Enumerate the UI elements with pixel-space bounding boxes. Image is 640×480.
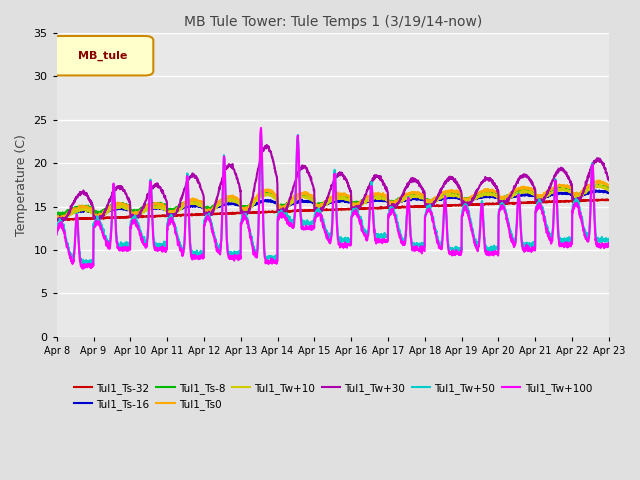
- Tul1_Ts-32: [493, 201, 501, 207]
- Tul1_Ts-32: [207, 211, 215, 217]
- Tul1_Ts-8: [57, 212, 65, 218]
- Tul1_Ts-8: [53, 210, 61, 216]
- Tul1_Tw+10: [53, 216, 61, 222]
- Tul1_Ts-16: [605, 190, 612, 196]
- Tul1_Tw+100: [257, 125, 265, 131]
- Tul1_Tw+30: [605, 178, 612, 183]
- Tul1_Tw+30: [557, 167, 564, 173]
- Tul1_Ts-16: [572, 194, 579, 200]
- Line: Tul1_Tw+50: Tul1_Tw+50: [57, 133, 609, 264]
- Title: MB Tule Tower: Tule Temps 1 (3/19/14-now): MB Tule Tower: Tule Temps 1 (3/19/14-now…: [184, 15, 482, 29]
- Tul1_Ts-16: [592, 188, 600, 193]
- Tul1_Tw+30: [263, 142, 271, 148]
- Y-axis label: Temperature (C): Temperature (C): [15, 134, 28, 236]
- Tul1_Tw+50: [207, 220, 215, 226]
- Tul1_Tw+50: [557, 238, 564, 243]
- Tul1_Tw+100: [557, 240, 564, 246]
- Tul1_Ts0: [349, 202, 356, 208]
- Tul1_Tw+10: [361, 200, 369, 205]
- FancyBboxPatch shape: [51, 36, 154, 75]
- Tul1_Ts-16: [53, 213, 61, 218]
- Tul1_Ts0: [361, 196, 369, 202]
- Tul1_Tw+50: [605, 236, 612, 242]
- Tul1_Tw+30: [361, 192, 369, 198]
- Tul1_Tw+100: [572, 204, 580, 209]
- Legend: Tul1_Ts-32, Tul1_Ts-16, Tul1_Ts-8, Tul1_Ts0, Tul1_Tw+10, Tul1_Tw+30, Tul1_Tw+50,: Tul1_Ts-32, Tul1_Ts-16, Tul1_Ts-8, Tul1_…: [69, 379, 596, 414]
- Tul1_Tw+50: [53, 230, 61, 236]
- Tul1_Tw+50: [572, 197, 580, 203]
- Tul1_Tw+100: [361, 233, 369, 239]
- Line: Tul1_Tw+30: Tul1_Tw+30: [57, 145, 609, 221]
- Tul1_Ts-16: [556, 191, 564, 196]
- Tul1_Ts0: [556, 183, 564, 189]
- Tul1_Tw+100: [493, 251, 501, 256]
- Tul1_Tw+10: [207, 211, 215, 216]
- Tul1_Tw+10: [556, 187, 564, 192]
- Tul1_Tw+30: [59, 218, 67, 224]
- Tul1_Ts-16: [58, 213, 66, 219]
- Tul1_Tw+10: [605, 188, 612, 193]
- Tul1_Ts-8: [595, 182, 602, 188]
- Tul1_Tw+30: [207, 212, 215, 217]
- Tul1_Ts-16: [349, 202, 356, 207]
- Tul1_Tw+10: [53, 217, 61, 223]
- Line: Tul1_Tw+10: Tul1_Tw+10: [57, 184, 609, 220]
- Tul1_Ts-32: [598, 196, 605, 202]
- Tul1_Ts-16: [361, 200, 369, 205]
- Line: Tul1_Ts0: Tul1_Ts0: [57, 180, 609, 218]
- Tul1_Ts0: [596, 178, 604, 183]
- Tul1_Ts-16: [493, 194, 501, 200]
- Tul1_Ts-8: [572, 192, 579, 198]
- Tul1_Ts-8: [361, 197, 369, 203]
- Tul1_Tw+10: [572, 195, 579, 201]
- Tul1_Tw+30: [53, 218, 61, 224]
- Tul1_Ts0: [493, 190, 501, 195]
- Line: Tul1_Ts-16: Tul1_Ts-16: [57, 191, 609, 216]
- Line: Tul1_Ts-32: Tul1_Ts-32: [57, 199, 609, 220]
- Tul1_Tw+100: [207, 222, 215, 228]
- Tul1_Tw+100: [53, 231, 61, 237]
- Tul1_Tw+50: [257, 131, 264, 136]
- Tul1_Ts0: [572, 191, 579, 196]
- Tul1_Tw+100: [79, 266, 86, 272]
- Tul1_Tw+10: [596, 181, 604, 187]
- Tul1_Tw+50: [90, 261, 97, 267]
- Tul1_Ts-32: [556, 199, 564, 204]
- Tul1_Ts-8: [556, 186, 564, 192]
- Tul1_Ts0: [53, 215, 61, 220]
- Tul1_Tw+30: [349, 207, 357, 213]
- Tul1_Tw+50: [361, 229, 369, 235]
- Tul1_Ts-32: [572, 198, 579, 204]
- Line: Tul1_Tw+100: Tul1_Tw+100: [57, 128, 609, 269]
- Tul1_Tw+30: [493, 189, 501, 195]
- Tul1_Ts-32: [605, 197, 612, 203]
- Tul1_Ts0: [207, 207, 215, 213]
- Tul1_Tw+10: [349, 204, 356, 210]
- Line: Tul1_Ts-8: Tul1_Ts-8: [57, 185, 609, 215]
- Tul1_Tw+50: [349, 206, 357, 212]
- Tul1_Ts-8: [349, 200, 356, 206]
- Tul1_Tw+100: [605, 240, 612, 246]
- Tul1_Ts0: [605, 183, 612, 189]
- Tul1_Ts-32: [58, 217, 66, 223]
- Tul1_Tw+100: [349, 213, 357, 218]
- Tul1_Ts-16: [207, 206, 215, 212]
- Tul1_Ts-8: [605, 185, 612, 191]
- Text: MB_tule: MB_tule: [78, 50, 127, 61]
- Tul1_Tw+30: [572, 198, 580, 204]
- Tul1_Ts-32: [361, 206, 369, 212]
- Tul1_Ts-8: [493, 192, 501, 197]
- Tul1_Ts-32: [53, 216, 61, 222]
- Tul1_Ts-8: [207, 205, 215, 211]
- Tul1_Ts-32: [349, 205, 356, 211]
- Tul1_Tw+10: [493, 192, 501, 198]
- Tul1_Ts0: [56, 216, 63, 221]
- Tul1_Tw+50: [493, 247, 501, 252]
